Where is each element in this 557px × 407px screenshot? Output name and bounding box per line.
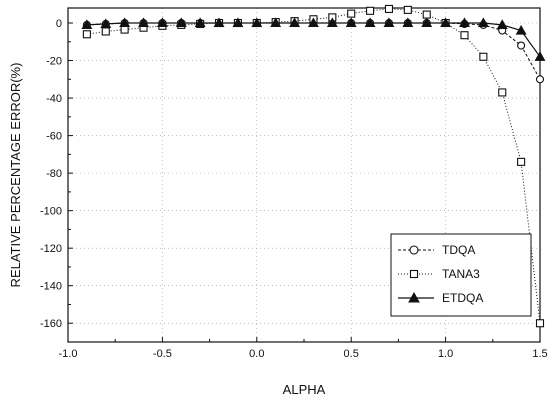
data-point-tdqa xyxy=(535,75,545,84)
data-point-etdqa xyxy=(515,24,527,35)
legend-label-tdqa: TDQA xyxy=(442,243,475,257)
y-tick-label: 0 xyxy=(56,18,62,30)
data-point-etdqa xyxy=(100,18,112,28)
data-point-tdqa xyxy=(517,41,526,50)
data-point-etdqa xyxy=(402,17,414,28)
y-tick-label: -140 xyxy=(40,281,62,293)
data-point-tana3 xyxy=(479,52,488,61)
data-point-etdqa xyxy=(81,19,93,29)
data-point-etdqa xyxy=(440,17,452,28)
data-point-etdqa xyxy=(289,17,301,28)
series-markers xyxy=(81,4,546,328)
data-point-tana3 xyxy=(82,30,91,39)
data-point-tana3 xyxy=(535,319,545,328)
legend-entry-tana3: TANA3 xyxy=(398,267,480,281)
y-axis-title: RELATIVE PERCENTAGE ERROR(%) xyxy=(8,63,23,288)
y-tick-label: -40 xyxy=(46,93,62,105)
legend-marker-etdqa xyxy=(408,291,420,303)
data-point-etdqa xyxy=(156,17,168,28)
data-point-tana3 xyxy=(101,27,110,36)
data-point-etdqa xyxy=(232,17,244,28)
data-point-etdqa xyxy=(119,17,131,28)
y-ticks: 0 -20 -40 -60 -80 -100 -120 -140 -160 xyxy=(40,18,73,330)
legend-entry-tdqa: TDQA xyxy=(398,243,475,257)
y-tick-label: -20 xyxy=(46,56,62,68)
legend-label-tana3: TANA3 xyxy=(442,267,480,281)
data-point-tana3 xyxy=(498,88,507,97)
data-point-tana3 xyxy=(120,25,129,34)
data-point-etdqa xyxy=(364,17,376,28)
series-line-tdqa xyxy=(86,22,541,80)
y-tick-label: -60 xyxy=(46,131,62,143)
data-point-etdqa xyxy=(477,17,489,28)
data-point-tana3 xyxy=(460,31,469,40)
data-point-etdqa xyxy=(175,17,187,28)
x-tick-label: 1.0 xyxy=(438,348,453,360)
y-tick-label: -160 xyxy=(40,318,62,330)
legend-label-etdqa: ETDQA xyxy=(442,291,483,305)
x-tick-label: -0.5 xyxy=(153,348,172,360)
data-point-etdqa xyxy=(496,19,508,29)
series-line-etdqa xyxy=(86,22,541,58)
data-point-etdqa xyxy=(345,17,357,28)
data-point-etdqa xyxy=(326,17,338,28)
data-point-tana3 xyxy=(347,9,356,18)
data-point-tana3 xyxy=(384,4,394,13)
data-point-etdqa xyxy=(194,17,206,28)
data-point-etdqa xyxy=(138,17,149,28)
x-ticks: -1.0 -0.5 0.0 0.5 1.0 1.5 xyxy=(59,337,548,360)
x-tick-label: 1.5 xyxy=(532,348,547,360)
data-point-etdqa xyxy=(459,17,470,28)
data-point-etdqa xyxy=(534,51,546,61)
data-point-etdqa xyxy=(251,17,263,28)
data-point-tana3 xyxy=(403,5,412,14)
data-point-tana3 xyxy=(366,6,375,15)
y-tick-label: -120 xyxy=(40,243,62,255)
legend-entry-etdqa: ETDQA xyxy=(398,291,483,305)
y-tick-label: -80 xyxy=(46,168,62,180)
legend-marker-tana3 xyxy=(409,269,419,279)
data-point-etdqa xyxy=(213,17,225,28)
x-tick-label: 0.5 xyxy=(344,348,359,360)
data-point-etdqa xyxy=(421,17,433,28)
data-point-etdqa xyxy=(307,17,319,28)
x-tick-label: 0.0 xyxy=(249,348,264,360)
data-point-etdqa xyxy=(270,17,282,28)
legend: TDQA TANA3 ETDQA xyxy=(390,233,532,317)
data-point-tana3 xyxy=(422,10,431,19)
data-point-etdqa xyxy=(383,17,395,28)
y-tick-label: -100 xyxy=(40,206,62,218)
legend-marker-tdqa xyxy=(409,245,419,255)
x-tick-label: -1.0 xyxy=(59,348,78,360)
data-point-tana3 xyxy=(517,157,526,166)
x-axis-title: ALPHA xyxy=(283,382,326,397)
